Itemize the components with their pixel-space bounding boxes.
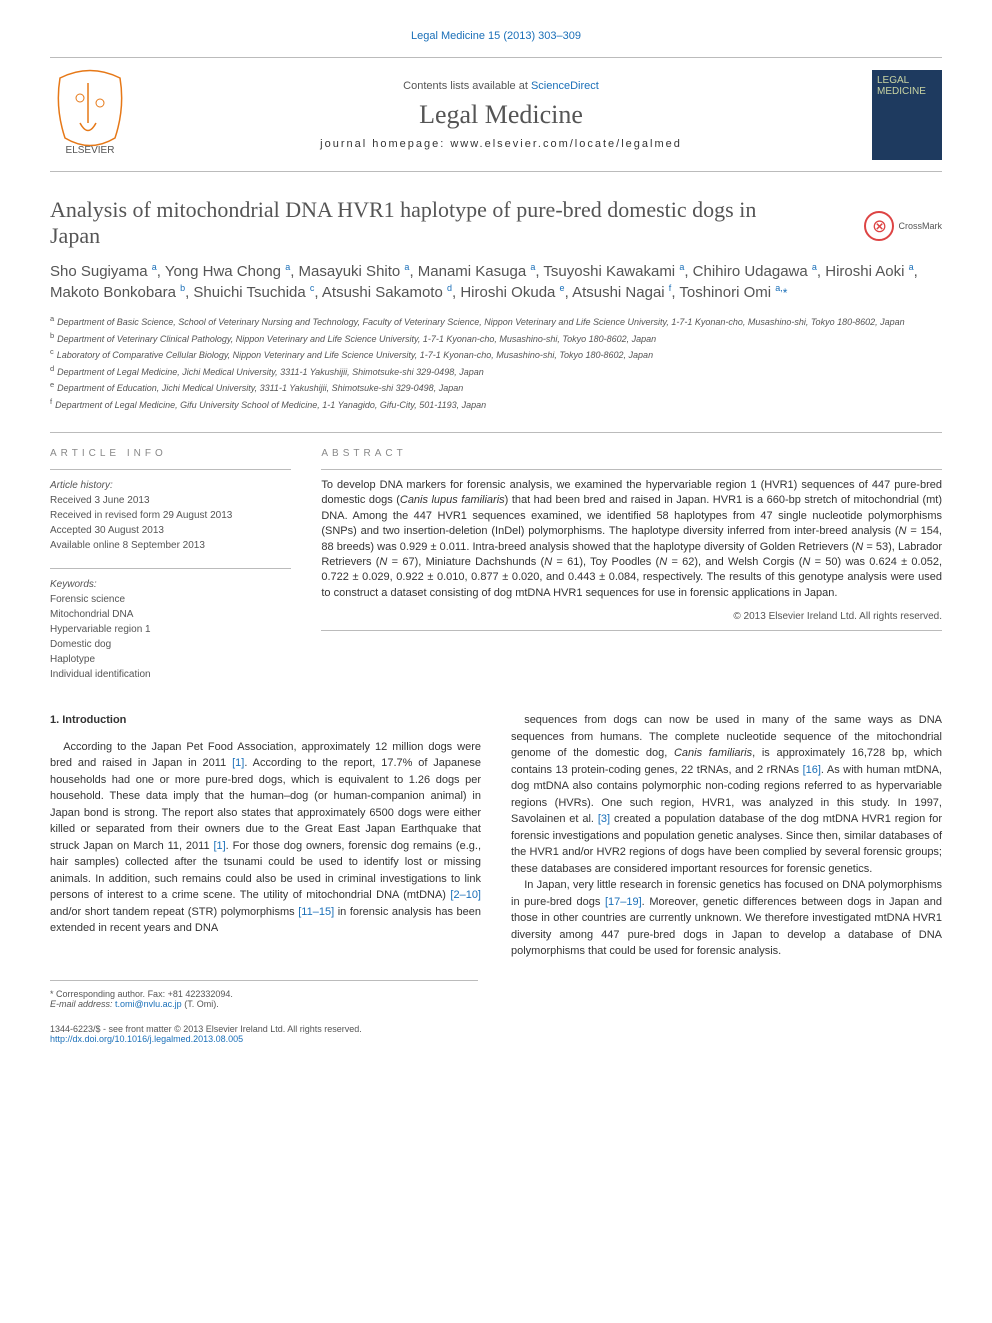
divider bbox=[50, 469, 291, 470]
abstract-section: ABSTRACT To develop DNA markers for fore… bbox=[321, 448, 942, 682]
keyword: Domestic dog bbox=[50, 637, 291, 652]
email-link[interactable]: t.omi@nvlu.ac.jp bbox=[115, 999, 182, 1009]
article-info-label: ARTICLE INFO bbox=[50, 448, 291, 459]
homepage-url[interactable]: www.elsevier.com/locate/legalmed bbox=[450, 138, 682, 150]
abstract-text: To develop DNA markers for forensic anal… bbox=[321, 478, 942, 601]
keyword: Forensic science bbox=[50, 592, 291, 607]
contents-line: Contents lists available at ScienceDirec… bbox=[130, 80, 872, 92]
affiliation-line: aDepartment of Basic Science, School of … bbox=[50, 313, 942, 330]
doi-link[interactable]: http://dx.doi.org/10.1016/j.legalmed.201… bbox=[50, 1034, 243, 1044]
affiliation-line: dDepartment of Legal Medicine, Jichi Med… bbox=[50, 363, 942, 380]
keyword: Mitochondrial DNA bbox=[50, 607, 291, 622]
contents-prefix: Contents lists available at bbox=[403, 80, 531, 92]
body-paragraph: According to the Japan Pet Food Associat… bbox=[50, 739, 481, 937]
journal-cover-thumbnail[interactable]: LEGAL MEDICINE bbox=[872, 70, 942, 160]
corresponding-author-footer: * Corresponding author. Fax: +81 4223320… bbox=[50, 980, 478, 1009]
affiliation-line: bDepartment of Veterinary Clinical Patho… bbox=[50, 330, 942, 347]
body-column-right: sequences from dogs can now be used in m… bbox=[511, 712, 942, 960]
divider bbox=[321, 469, 942, 470]
affiliation-line: eDepartment of Education, Jichi Medical … bbox=[50, 379, 942, 396]
body-column-left: 1. Introduction According to the Japan P… bbox=[50, 712, 481, 960]
keyword: Hypervariable region 1 bbox=[50, 622, 291, 637]
affiliation-line: cLaboratory of Comparative Cellular Biol… bbox=[50, 346, 942, 363]
affiliations-list: aDepartment of Basic Science, School of … bbox=[50, 313, 942, 412]
top-citation[interactable]: Legal Medicine 15 (2013) 303–309 bbox=[50, 30, 942, 42]
history-line: Received 3 June 2013 bbox=[50, 493, 291, 508]
header-center: Contents lists available at ScienceDirec… bbox=[130, 80, 872, 150]
body-columns: 1. Introduction According to the Japan P… bbox=[50, 712, 942, 960]
cover-title: LEGAL MEDICINE bbox=[877, 75, 937, 97]
history-line: Accepted 30 August 2013 bbox=[50, 523, 291, 538]
email-suffix: (T. Omi). bbox=[182, 999, 219, 1009]
journal-header: ELSEVIER Contents lists available at Sci… bbox=[50, 57, 942, 172]
history-label: Article history: bbox=[50, 478, 291, 493]
divider bbox=[50, 568, 291, 569]
journal-homepage[interactable]: journal homepage: www.elsevier.com/locat… bbox=[130, 138, 872, 150]
authors-list: Sho Sugiyama a, Yong Hwa Chong a, Masayu… bbox=[50, 261, 942, 303]
keyword: Individual identification bbox=[50, 667, 291, 682]
keywords-label: Keywords: bbox=[50, 577, 291, 592]
email-label: E-mail address: bbox=[50, 999, 115, 1009]
crossmark-icon: ⊗ bbox=[864, 211, 894, 241]
abstract-label: ABSTRACT bbox=[321, 448, 942, 459]
article-info-row: ARTICLE INFO Article history: Received 3… bbox=[50, 448, 942, 682]
body-paragraph: sequences from dogs can now be used in m… bbox=[511, 712, 942, 877]
history-line: Received in revised form 29 August 2013 bbox=[50, 508, 291, 523]
body-paragraph: In Japan, very little research in forens… bbox=[511, 877, 942, 960]
publisher-logo[interactable]: ELSEVIER bbox=[50, 68, 130, 161]
divider bbox=[50, 432, 942, 433]
intro-heading: 1. Introduction bbox=[50, 712, 481, 729]
copyright-line: © 2013 Elsevier Ireland Ltd. All rights … bbox=[321, 611, 942, 622]
issn-line: 1344-6223/$ - see front matter © 2013 El… bbox=[50, 1024, 942, 1034]
article-info-sidebar: ARTICLE INFO Article history: Received 3… bbox=[50, 448, 291, 682]
divider bbox=[321, 630, 942, 631]
journal-name: Legal Medicine bbox=[130, 100, 872, 130]
homepage-label: journal homepage: bbox=[320, 138, 450, 150]
crossmark-label: CrossMark bbox=[898, 221, 942, 231]
article-title: Analysis of mitochondrial DNA HVR1 haplo… bbox=[50, 197, 808, 249]
article-history: Article history: Received 3 June 2013Rec… bbox=[50, 478, 291, 553]
issn-footer: 1344-6223/$ - see front matter © 2013 El… bbox=[50, 1024, 942, 1044]
corresponding-label: * Corresponding author. Fax: +81 4223320… bbox=[50, 989, 478, 999]
history-line: Available online 8 September 2013 bbox=[50, 538, 291, 553]
affiliation-line: fDepartment of Legal Medicine, Gifu Univ… bbox=[50, 396, 942, 413]
keyword: Haplotype bbox=[50, 652, 291, 667]
crossmark-badge[interactable]: ⊗ CrossMark bbox=[864, 211, 942, 241]
sciencedirect-link[interactable]: ScienceDirect bbox=[531, 80, 599, 92]
keywords-block: Keywords: Forensic scienceMitochondrial … bbox=[50, 577, 291, 682]
svg-text:ELSEVIER: ELSEVIER bbox=[66, 145, 115, 156]
